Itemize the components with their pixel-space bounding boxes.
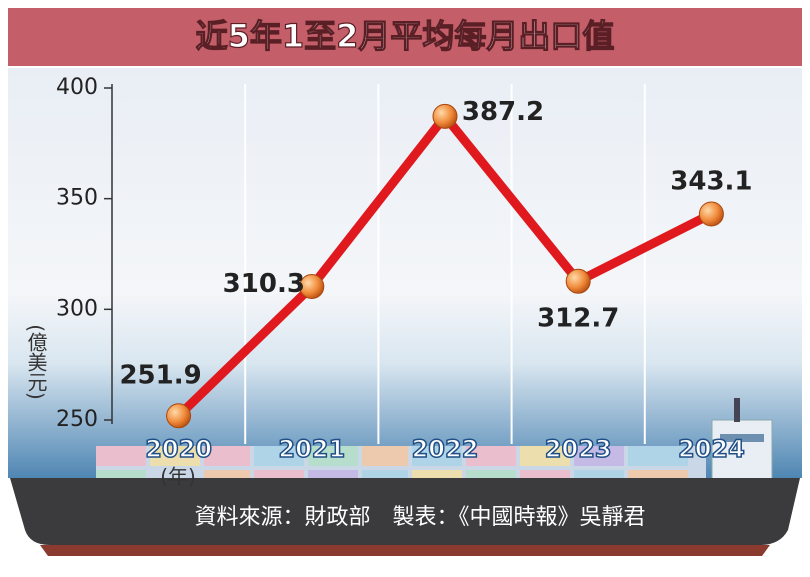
plot-background <box>8 68 802 478</box>
data-point <box>432 103 458 129</box>
x-tick-label: 2023 <box>545 435 612 463</box>
ship-decoration <box>10 398 800 556</box>
y-tick-label: 350 <box>56 186 98 211</box>
data-label: 312.7 <box>537 304 619 334</box>
data-point <box>166 403 192 429</box>
chart-title: 近5年1至2月平均每月出口值 <box>196 17 615 55</box>
y-tick-label: 250 <box>56 407 98 432</box>
data-point <box>698 201 724 227</box>
data-point <box>565 268 591 294</box>
data-point <box>299 274 325 300</box>
x-tick-label: 2024 <box>678 435 745 463</box>
x-tick-label: 2020 <box>145 435 212 463</box>
data-label: 251.9 <box>119 360 201 390</box>
data-label: 310.3 <box>223 269 305 299</box>
y-tick-label: 300 <box>56 296 98 321</box>
x-tick-label: 2022 <box>412 435 479 463</box>
y-tick-label: 400 <box>56 75 98 100</box>
data-label: 343.1 <box>670 166 752 196</box>
x-unit-label: (年) <box>160 465 196 489</box>
x-tick-label: 2021 <box>278 435 345 463</box>
title-banner <box>8 8 802 66</box>
source-note: 資料來源：財政部 製表：《中國時報》吳靜君 <box>194 505 645 530</box>
data-label: 387.2 <box>462 97 544 127</box>
y-axis-label: (億美元) <box>24 324 48 400</box>
